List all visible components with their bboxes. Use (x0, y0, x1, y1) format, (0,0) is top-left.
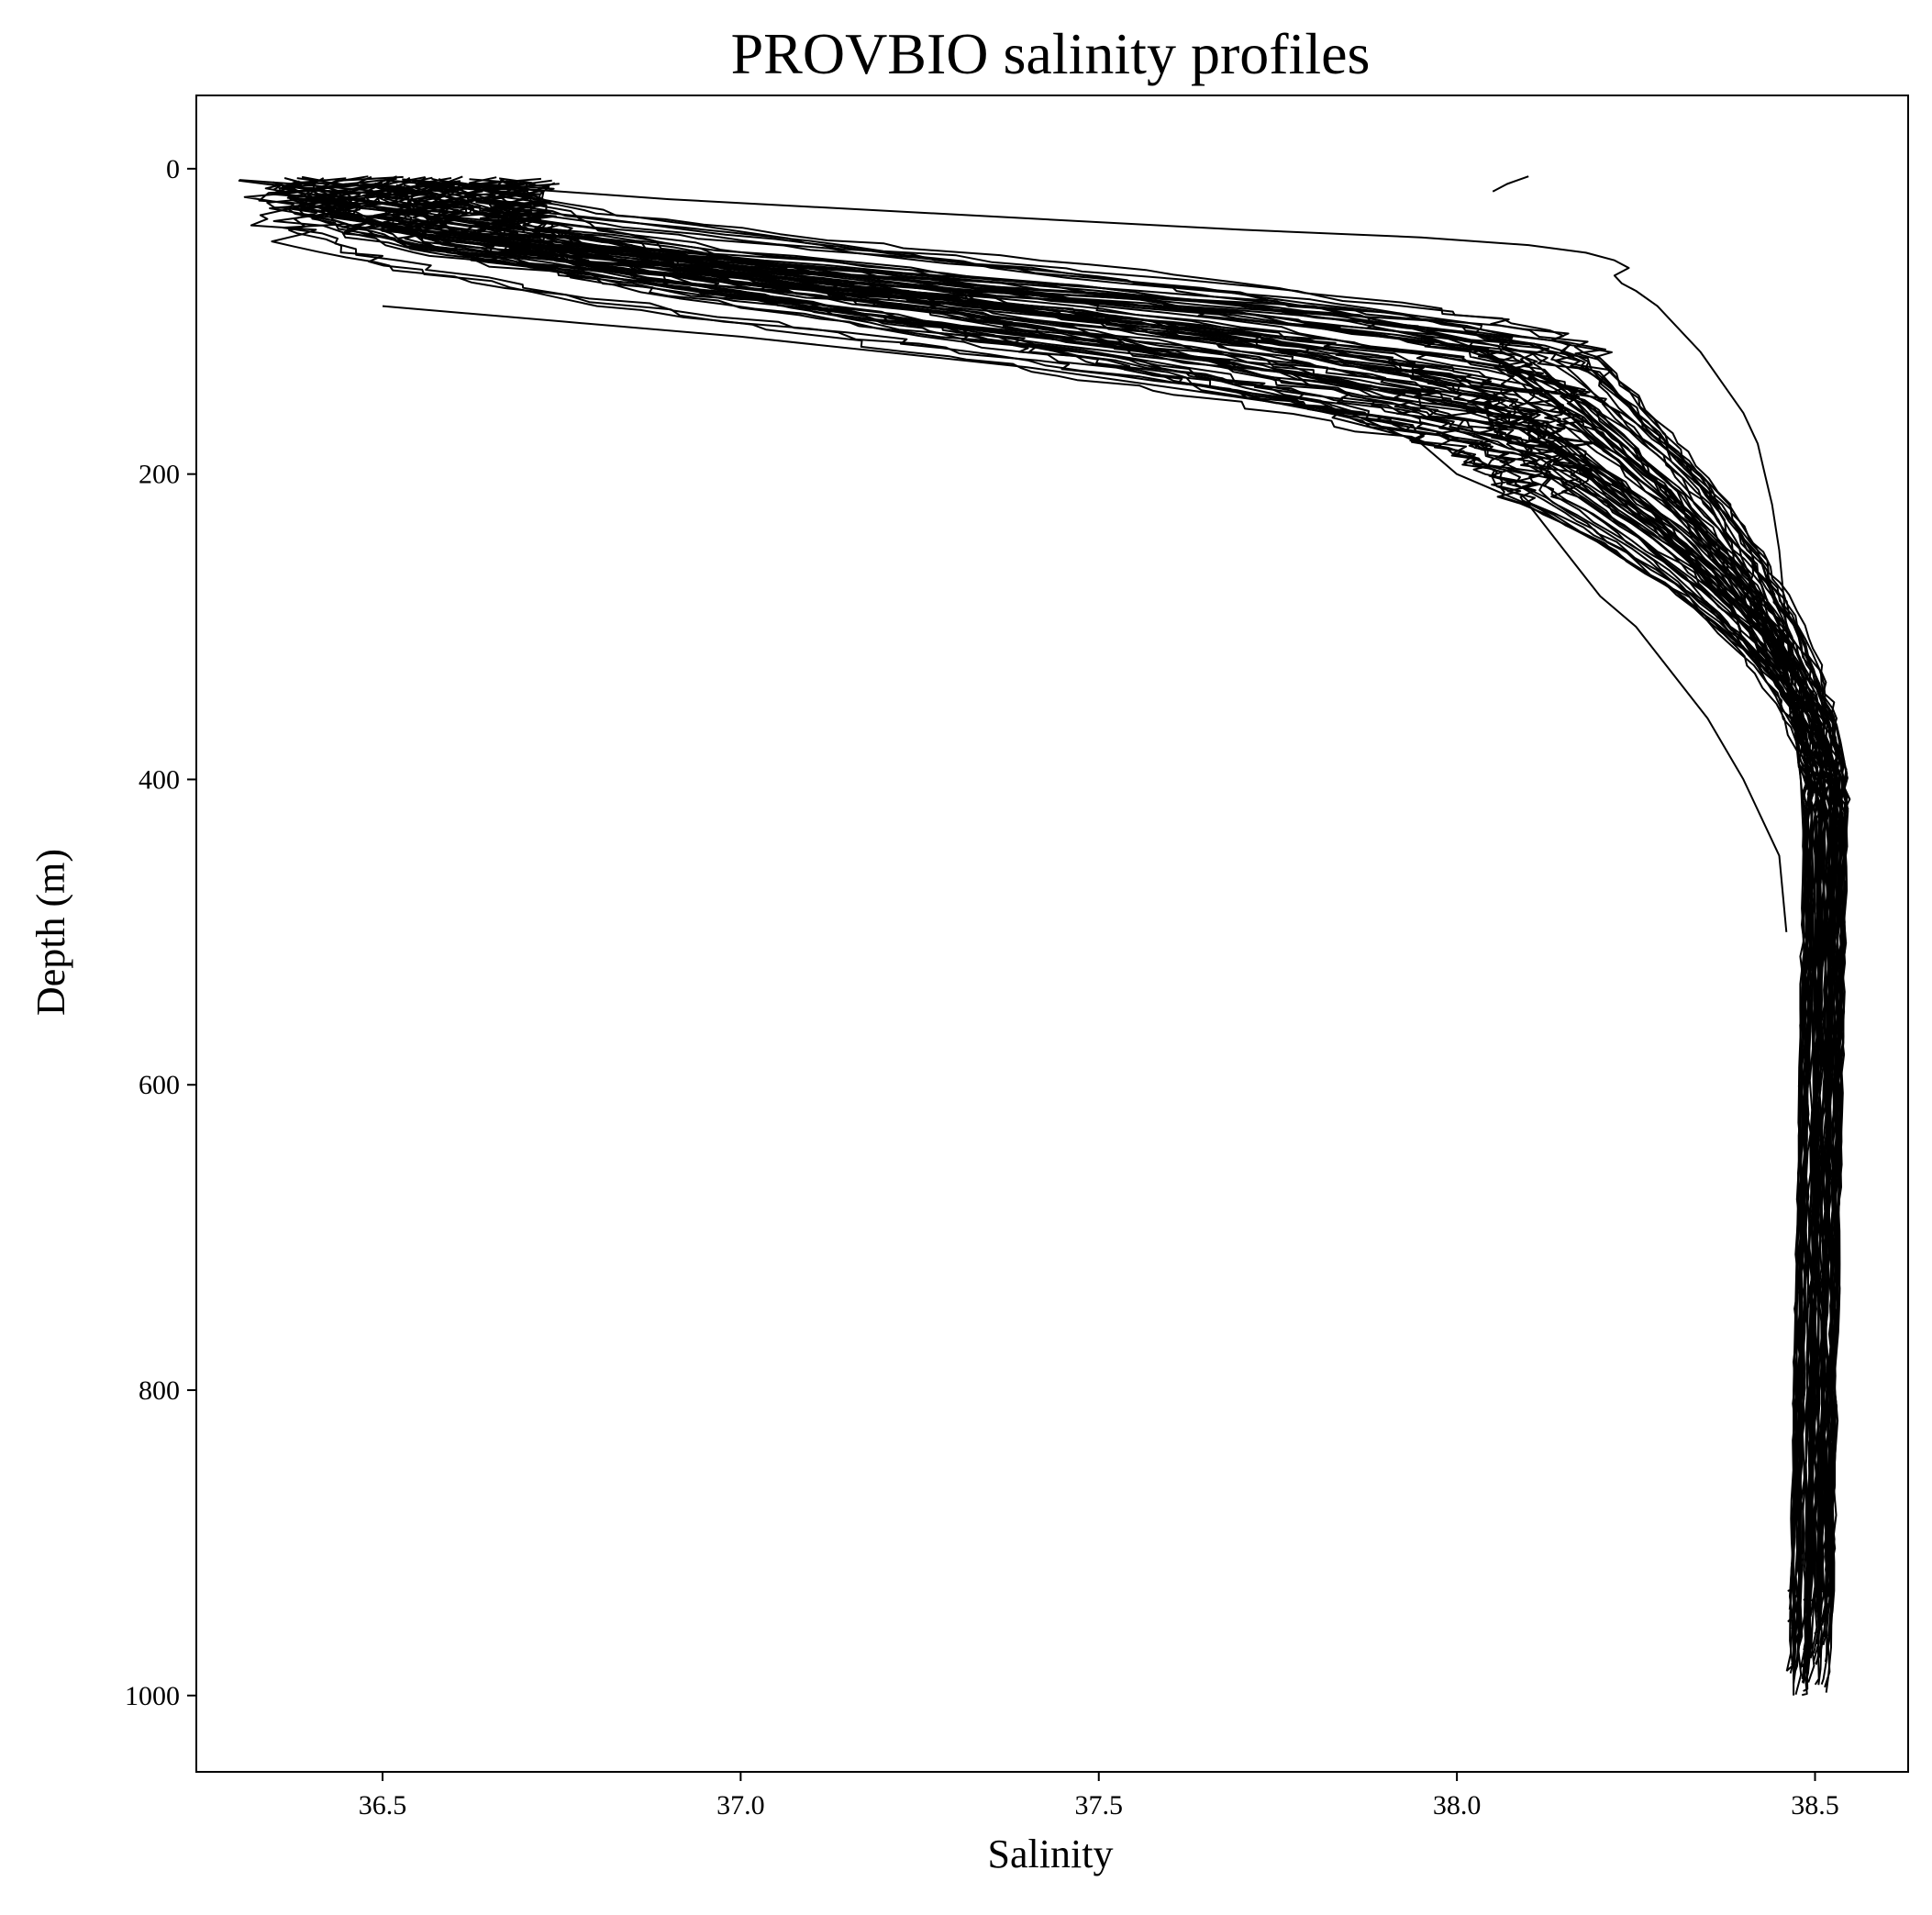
x-tick-label: 37.5 (1074, 1790, 1123, 1820)
plot-frame (195, 95, 1909, 1773)
y-axis: 0 200 400 600 800 1000 (125, 154, 196, 1711)
salinity-profile-line (507, 182, 1815, 1684)
salinity-profile-line (296, 177, 1847, 1610)
salinity-profile-line (266, 179, 1847, 1663)
x-tick-label: 37.0 (716, 1790, 765, 1820)
salinity-profile-line (282, 177, 1819, 1653)
y-tick-label: 400 (139, 764, 180, 795)
salinity-profile-line (238, 179, 1815, 1601)
x-tick-label: 38.5 (1791, 1790, 1839, 1820)
salinity-profile-line (382, 305, 1788, 932)
salinity-profile-line (368, 184, 1846, 1646)
salinity-profile-line (417, 176, 1827, 1594)
salinity-profile-line (375, 180, 1840, 1621)
salinity-profile-line (278, 183, 1845, 1618)
salinity-profile-line (239, 179, 1845, 1623)
x-axis: 36.5 37.0 37.5 38.0 38.5 (359, 1772, 1839, 1820)
salinity-profile-line (368, 183, 1847, 1693)
chart-title: PROVBIO salinity profiles (731, 21, 1371, 86)
y-tick-label: 800 (139, 1375, 180, 1406)
x-axis-title: Salinity (988, 1831, 1114, 1876)
salinity-profile-line (289, 178, 1849, 1598)
salinity-profile-line (391, 181, 1833, 1617)
salinity-profile-line (375, 184, 1830, 1683)
salinity-profile-line (295, 175, 397, 231)
x-tick-label: 38.0 (1433, 1790, 1482, 1820)
salinity-profile-line (310, 213, 1816, 1681)
salinity-profile-line (372, 177, 1836, 1635)
salinity-profile-line (303, 175, 369, 213)
salinity-profile-line (346, 228, 1809, 1696)
y-tick-label: 0 (166, 154, 180, 184)
x-tick-label: 36.5 (359, 1790, 407, 1820)
salinity-profile-line (461, 177, 1837, 1662)
salinity-profile-line (449, 178, 1849, 1657)
salinity-profile-line (463, 183, 1839, 1645)
salinity-profile-line (448, 181, 1815, 1648)
salinity-profile-line (403, 180, 1843, 1622)
y-tick-label: 600 (139, 1070, 180, 1100)
salinity-profile-line (481, 183, 1824, 1639)
salinity-profile-line (425, 175, 1822, 1697)
salinity-profile-line (525, 183, 1820, 1669)
salinity-profile-line (390, 178, 1817, 1625)
salinity-profile-line (361, 180, 1851, 1637)
salinity-profile-line (321, 175, 1838, 1591)
salinity-profile-line (458, 181, 1813, 1630)
plot-area (238, 175, 1851, 1697)
salinity-profile-line (250, 177, 1838, 1686)
salinity-profile-line (412, 180, 1831, 1659)
y-axis-title: Depth (m) (28, 849, 73, 1016)
salinity-profile-line (1492, 175, 1529, 193)
salinity-profile-line (489, 179, 1822, 1670)
salinity-profile-line (469, 176, 1831, 1618)
salinity-profile-line (309, 177, 1834, 1599)
y-tick-label: 200 (139, 460, 180, 490)
salinity-profile-line (388, 176, 1838, 1606)
salinity-profile-line (403, 184, 1826, 1692)
salinity-profile-line (280, 180, 1837, 1686)
salinity-profile-line (422, 181, 1808, 1672)
y-tick-label: 1000 (125, 1681, 180, 1711)
salinity-profile-line (454, 183, 1809, 1665)
salinity-profile-line (417, 177, 1823, 1680)
salinity-profile-line (483, 179, 1838, 1665)
